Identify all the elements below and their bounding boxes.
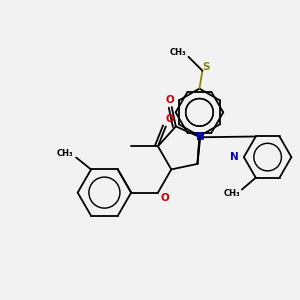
Text: N: N bbox=[196, 132, 205, 142]
Text: N: N bbox=[230, 152, 239, 162]
Text: CH₃: CH₃ bbox=[57, 149, 73, 158]
Text: O: O bbox=[161, 193, 170, 202]
Text: O: O bbox=[165, 113, 174, 124]
Text: CH₃: CH₃ bbox=[223, 189, 240, 198]
Text: O: O bbox=[166, 95, 175, 105]
Text: CH₃: CH₃ bbox=[170, 48, 187, 57]
Text: S: S bbox=[202, 62, 210, 72]
